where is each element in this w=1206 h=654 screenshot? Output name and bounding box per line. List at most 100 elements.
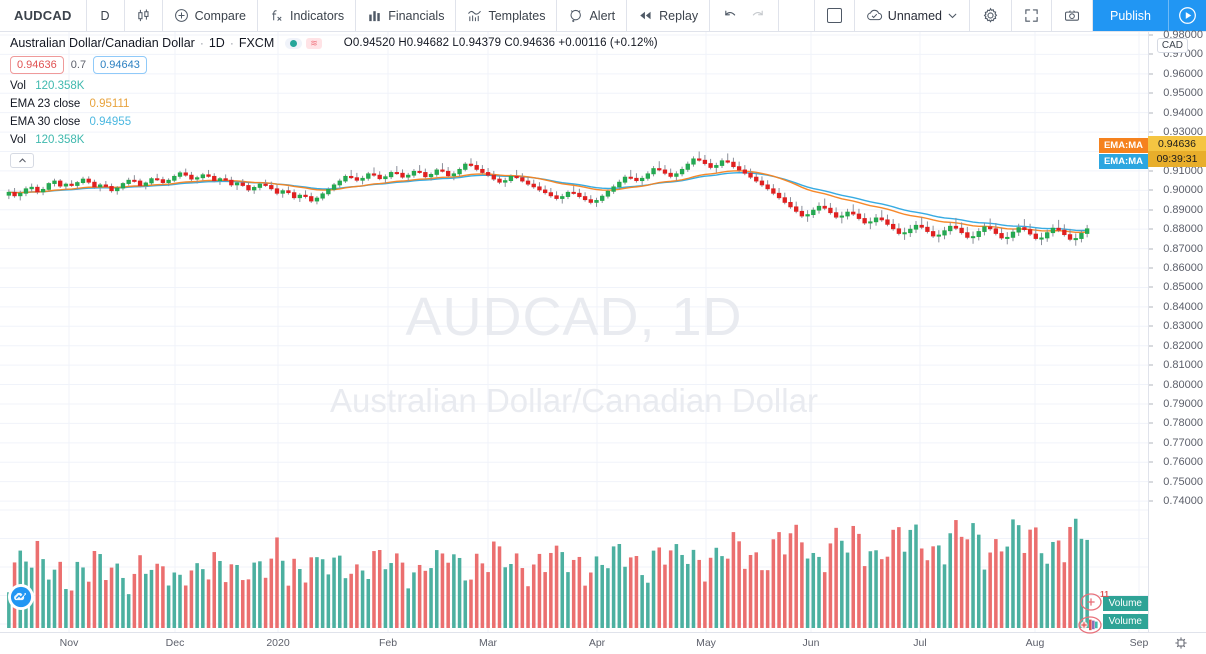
legend-row-ema-23[interactable]: EMA 23 close 0.95111 [10,98,658,110]
fullscreen-button[interactable] [1012,0,1052,31]
undo-icon[interactable] [723,8,738,23]
toolbar-spacer [779,0,815,31]
chart-plot-area[interactable]: AUDCAD, 1D Australian Dollar/Canadian Do… [0,32,1148,632]
alert-controls: 11 [1079,589,1109,617]
financials-button[interactable]: Financials [356,0,457,31]
current-price-badge[interactable]: 0.94636 [1148,136,1206,152]
fullscreen-icon [1024,8,1039,23]
price-tick-mark [1149,384,1153,386]
chart-type-button[interactable] [125,0,163,31]
scale-price-right[interactable]: 0.94643 [93,56,147,74]
price-tick-label: 0.77000 [1163,436,1203,449]
layout-select-button[interactable] [815,0,855,31]
templates-button[interactable]: Templates [456,0,558,31]
templates-label: Templates [488,8,546,23]
legend-interval: 1D [208,36,225,50]
price-tick-label: 0.93000 [1163,126,1203,139]
undo-redo-group [710,0,780,31]
price-tick-label: 0.74000 [1163,495,1203,508]
publish-button[interactable]: Publish [1093,0,1168,31]
legend-value: 120.358K [35,80,85,92]
chart-legend: Australian Dollar/Canadian Dollar · 1D ·… [10,36,658,168]
volume-badge-1[interactable]: Volume [1102,596,1148,611]
plus-circle-icon [174,8,189,23]
price-tick-label: 0.79000 [1163,397,1203,410]
interval-button[interactable]: D [87,0,125,31]
save-layout-button[interactable]: Unnamed [855,0,970,31]
layout-icon [826,8,842,23]
legend-row-vol-2[interactable]: Vol 120.358K [10,134,658,146]
legend-name: EMA 23 close [10,98,81,110]
redo-icon[interactable] [750,8,765,23]
ema-fast-badge[interactable]: EMA:MA [1098,138,1148,153]
time-tick-label: Mar [478,637,498,649]
ema-slow-badge[interactable]: EMA:MA [1098,154,1148,169]
price-tick-mark [1149,53,1153,55]
price-tick-label: 0.89000 [1163,203,1203,216]
snapshot-button[interactable] [1052,0,1093,31]
price-tick-mark [1149,209,1153,211]
alert-button[interactable]: Alert [557,0,628,31]
price-tick-mark [1149,461,1153,463]
chart-settings-button[interactable] [970,0,1012,31]
replay-button[interactable]: Replay [627,0,711,31]
legend-row-ema-30[interactable]: EMA 30 close 0.94955 [10,116,658,128]
legend-row-vol-1[interactable]: Vol 120.358K [10,80,658,92]
price-tick-label: 0.87000 [1163,242,1203,255]
price-tick-label: 0.98000 [1163,28,1203,41]
play-button[interactable] [1168,0,1206,31]
indicators-button[interactable]: Indicators [258,0,357,31]
legend-value: 0.94955 [89,116,132,128]
replay-icon [638,8,653,23]
price-tick-label: 0.76000 [1163,456,1203,469]
market-open-dot [290,39,298,47]
cloud-logo-icon [10,586,32,608]
scale-price-left[interactable]: 0.94636 [10,56,64,74]
volume-badge-2[interactable]: Volume [1102,614,1148,629]
price-tick-mark [1149,500,1153,502]
time-tick-label: Apr [588,637,606,649]
time-scale[interactable]: Nov Dec 2020 Feb Mar Apr May Jun Jul Aug Sep [0,632,1206,654]
gear-icon [982,7,999,24]
legend-name: Vol [10,80,26,92]
interval-label: D [100,8,110,23]
chevron-down-icon [947,10,958,21]
price-tick-label: 0.90000 [1163,184,1203,197]
price-tick-label: 0.83000 [1163,320,1203,333]
ohlc-values: O0.94520 H0.94682 L0.94379 C0.94636 +0.0… [343,37,658,49]
bar-chart-icon [367,8,382,23]
price-tick-label: 0.91000 [1163,164,1203,177]
price-scale[interactable]: 0.98000 0.97000 0.96000 0.95000 0.94000 0.930… [1148,28,1206,632]
price-tick-mark [1149,112,1153,114]
countdown-badge[interactable]: 09:39:31 [1148,151,1206,167]
timescale-settings-button[interactable] [1174,636,1188,653]
price-tick-mark [1149,228,1153,230]
price-tick-mark [1149,34,1153,36]
price-tick-label: 0.80000 [1163,378,1203,391]
currency-badge[interactable]: CAD [1156,38,1188,53]
compare-button[interactable]: Compare [163,0,258,31]
time-tick-label: Aug [1025,637,1045,649]
candlestick-icon [136,8,151,23]
toolbar-right-group: Unnamed [815,0,1206,31]
price-tick-label: 0.88000 [1163,223,1203,236]
add-indicator-icon[interactable] [1077,614,1103,636]
price-tick-mark [1149,73,1153,75]
time-tick-label: Jul [913,637,927,649]
price-tick-mark [1149,286,1153,288]
add-alert-icon[interactable] [1079,590,1103,614]
legend-value: 120.358K [35,134,85,146]
legend-name: EMA 30 close [10,116,81,128]
indicator-controls [1077,614,1103,639]
chart-container: AUDCAD, 1D Australian Dollar/Canadian Do… [0,28,1206,654]
legend-exchange: FXCM [238,36,275,50]
time-tick-label: May [696,637,716,649]
candlestick-series [6,151,1090,628]
scale-ratio: 0.7 [70,59,87,71]
collapse-legend-button[interactable] [10,153,34,168]
price-tick-mark [1149,403,1153,405]
symbol-button[interactable]: AUDCAD [0,0,87,31]
alarm-clock-plus-icon [568,8,583,23]
price-tick-mark [1149,325,1153,327]
data-source-pill[interactable]: ≋ [306,37,322,49]
